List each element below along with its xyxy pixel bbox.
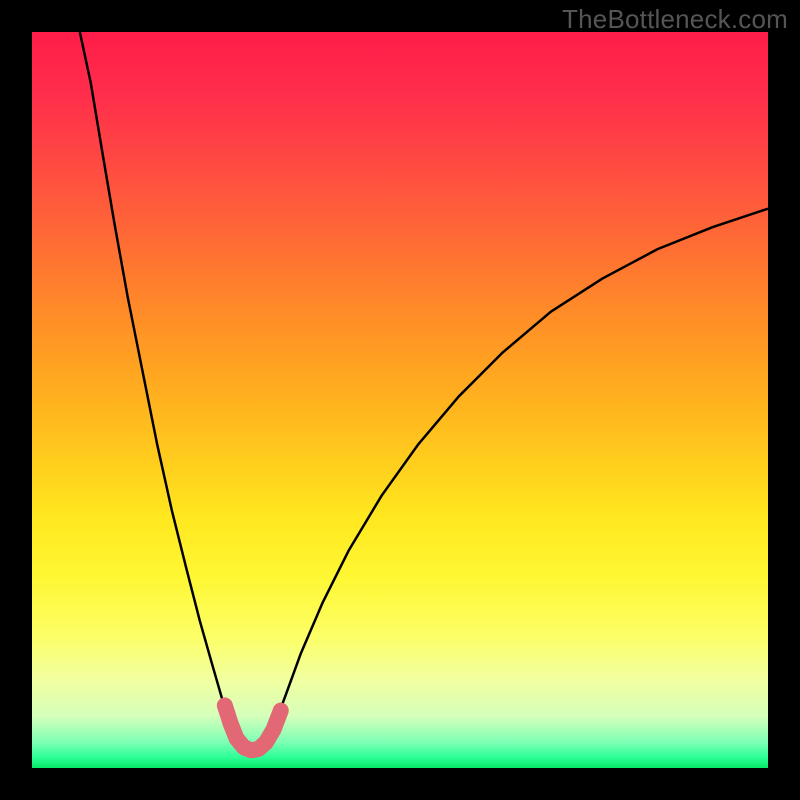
- plot-background: [32, 32, 768, 768]
- bottleneck-chart: [0, 0, 800, 800]
- watermark-text: TheBottleneck.com: [562, 4, 788, 35]
- chart-frame: TheBottleneck.com: [0, 0, 800, 800]
